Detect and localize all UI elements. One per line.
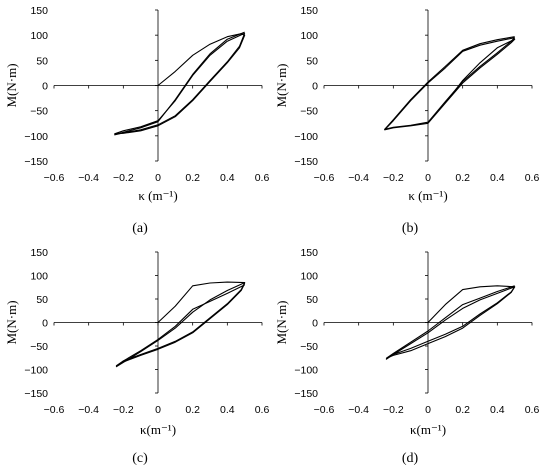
chart-panel-4: −0.6 −0.4 −0.2 0 0.2 0.4 0.6 −150 −100 −50 0 50 100 1… [274,247,539,466]
x-tick-label: 0 [425,404,431,416]
y-tick-label: −50 [300,106,318,118]
y-tick-label: 50 [306,55,318,67]
y-axis-label: M(N·m) [274,300,289,344]
x-tick-label: 0.4 [490,404,505,416]
series-line-2 [385,285,516,359]
y-tick-label: −100 [24,131,48,143]
x-tick-label: −0.2 [383,172,404,184]
x-tick-label: 0.2 [455,172,470,184]
y-tick-label: 150 [300,5,318,17]
y-tick-label: 50 [36,294,48,306]
panel-caption: (a) [132,221,148,236]
chart-panel-1: −0.6 −0.4 −0.2 0 0.2 0.4 0.6 −150 −100 −50 0 50 100 1… [4,5,269,236]
y-tick-label: −150 [294,156,318,168]
y-axis-label: M(N·m) [274,63,289,107]
y-tick-label: 100 [30,271,48,283]
y-tick-label: 50 [306,294,318,306]
x-tick-label: −0.2 [113,404,134,416]
x-tick-label: −0.2 [113,172,134,184]
y-tick-label: −150 [294,388,318,400]
y-tick-label: −50 [30,341,48,353]
y-tick-label: 50 [36,55,48,67]
series-line-1 [115,281,246,368]
series-line-2 [115,283,246,367]
x-tick-label: 0.2 [185,172,200,184]
x-tick-label: 0.6 [525,404,540,416]
x-tick-label: −0.6 [314,172,335,184]
y-tick-label: −100 [294,131,318,143]
y-tick-label: 0 [42,318,48,330]
x-tick-label: 0.2 [185,404,200,416]
x-tick-label: 0.4 [490,172,505,184]
x-tick-label: −0.4 [78,404,99,416]
x-tick-label: −0.2 [383,404,404,416]
y-tick-label: −150 [24,156,48,168]
series-line-1 [114,32,246,135]
y-tick-label: −100 [294,365,318,377]
panel-caption: (c) [132,451,148,466]
y-tick-label: 150 [300,247,318,259]
series-line-1 [384,37,516,131]
y-tick-label: 0 [312,318,318,330]
x-tick-label: 0 [155,172,161,184]
x-tick-label: 0.4 [220,404,235,416]
y-axis-label: M(N·m) [4,300,19,344]
x-tick-label: 0.6 [255,172,270,184]
x-axis-label: κ(m⁻¹) [410,422,446,437]
series-line-2 [384,36,516,130]
panel-caption: (b) [402,221,419,236]
series-line-2 [114,31,246,136]
y-tick-label: −150 [24,388,48,400]
chart-panel-3: −0.6 −0.4 −0.2 0 0.2 0.4 0.6 −150 −100 −50 0 50 100 1… [4,247,269,466]
x-tick-label: 0 [155,404,161,416]
y-axis-label: M(N·m) [4,63,19,107]
y-tick-label: 100 [300,271,318,283]
x-axis-label: κ(m⁻¹) [140,422,176,437]
x-tick-label: 0 [425,172,431,184]
x-tick-label: 0.4 [220,172,235,184]
x-tick-label: 0.2 [455,404,470,416]
x-tick-label: −0.4 [348,172,369,184]
y-tick-label: 150 [30,247,48,259]
panel-caption: (d) [402,451,419,466]
x-tick-label: −0.4 [348,404,369,416]
x-tick-label: −0.4 [78,172,99,184]
x-tick-label: 0.6 [255,404,270,416]
series-line-1 [385,285,516,360]
x-tick-label: −0.6 [44,172,65,184]
chart-panel-2: −0.6 −0.4 −0.2 0 0.2 0.4 0.6 −150 −100 −50 0 50 100 1… [274,5,539,236]
x-tick-label: −0.6 [44,404,65,416]
x-axis-label: κ (m⁻¹) [408,188,447,203]
x-tick-label: −0.6 [314,404,335,416]
y-tick-label: 150 [30,5,48,17]
y-tick-label: 0 [312,81,318,93]
y-tick-label: −50 [30,106,48,118]
x-axis-label: κ (m⁻¹) [138,188,177,203]
y-tick-label: 100 [30,30,48,42]
y-tick-label: 0 [42,81,48,93]
y-tick-label: 100 [300,30,318,42]
y-tick-label: −50 [300,341,318,353]
y-tick-label: −100 [24,365,48,377]
x-tick-label: 0.6 [525,172,540,184]
